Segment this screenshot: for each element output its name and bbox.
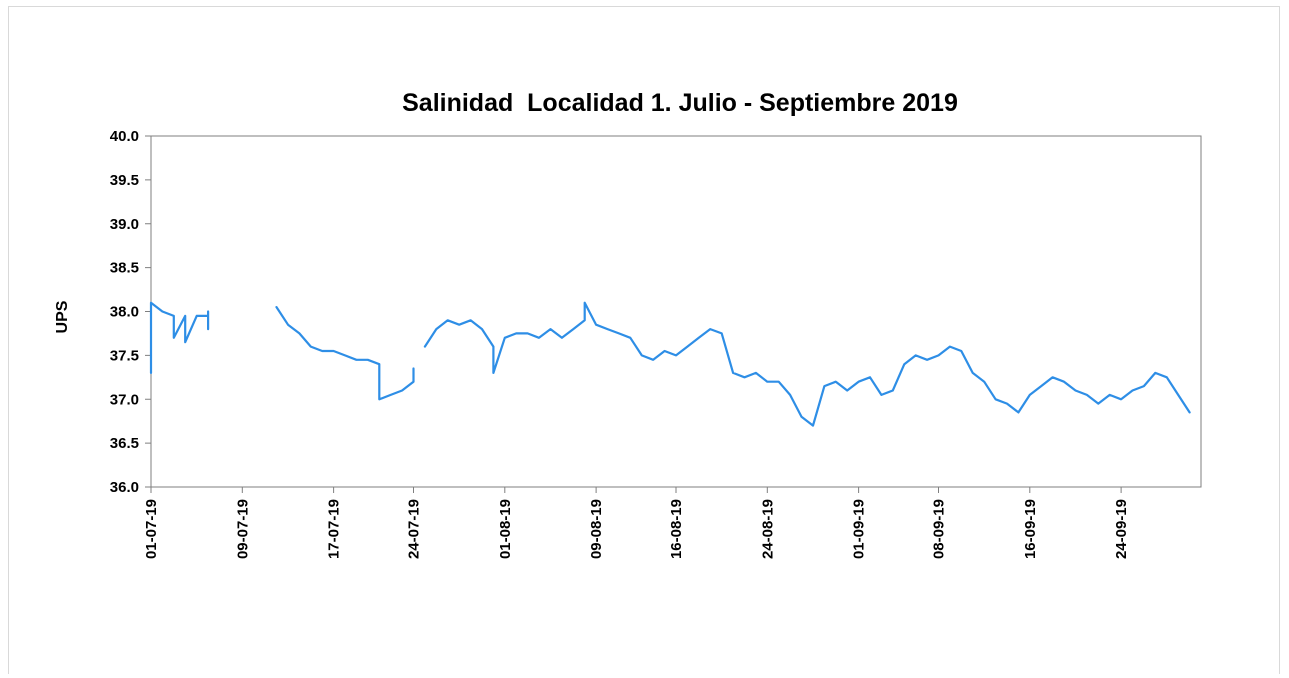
x-tick-label: 01-09-19	[851, 499, 868, 559]
x-tick-label: 09-08-19	[588, 499, 605, 559]
x-tick-label: 08-09-19	[931, 499, 948, 559]
y-axis-label: UPS	[54, 300, 71, 333]
x-tick-label: 24-07-19	[406, 499, 423, 559]
series-salinity	[149, 301, 1191, 427]
plot-area	[150, 135, 1202, 488]
y-tick-label: 38.0	[110, 304, 139, 321]
x-tick-label: 01-08-19	[497, 499, 514, 559]
y-tick-label: 39.0	[110, 216, 139, 233]
series-line-segment	[149, 301, 210, 374]
chart-frame: Salinidad Localidad 1. Julio - Septiembr…	[8, 6, 1280, 674]
x-tick-label: 16-08-19	[668, 499, 685, 559]
series-line-segment	[423, 301, 1191, 427]
x-axis: 01-07-19 09-07-19 17-07-19 24-07-19 01-08-19…	[143, 487, 1130, 559]
chart-title: Salinidad Localidad 1. Julio - Septiembr…	[402, 89, 958, 117]
x-tick-label: 09-07-19	[234, 499, 251, 559]
y-tick-label: 38.5	[110, 260, 139, 277]
y-tick-label: 36.5	[110, 435, 139, 452]
y-tick-label: 40.0	[110, 128, 139, 145]
x-tick-label: 17-07-19	[326, 499, 343, 559]
salinity-chart: Salinidad Localidad 1. Julio - Septiembr…	[54, 89, 1202, 559]
series-line-segment	[275, 306, 415, 401]
y-tick-label: 36.0	[110, 479, 139, 496]
x-tick-label: 24-08-19	[759, 499, 776, 559]
y-tick-label: 37.0	[110, 391, 139, 408]
y-tick-label: 39.5	[110, 172, 139, 189]
x-tick-label: 01-07-19	[143, 499, 160, 559]
y-axis: 36.0 36.5 37.0 37.5 38.0 38.5 39.0 39.5 40.0	[110, 128, 151, 496]
y-tick-label: 37.5	[110, 347, 139, 364]
x-tick-label: 16-09-19	[1022, 499, 1039, 559]
x-tick-label: 24-09-19	[1113, 499, 1130, 559]
plot-border	[150, 135, 1202, 488]
